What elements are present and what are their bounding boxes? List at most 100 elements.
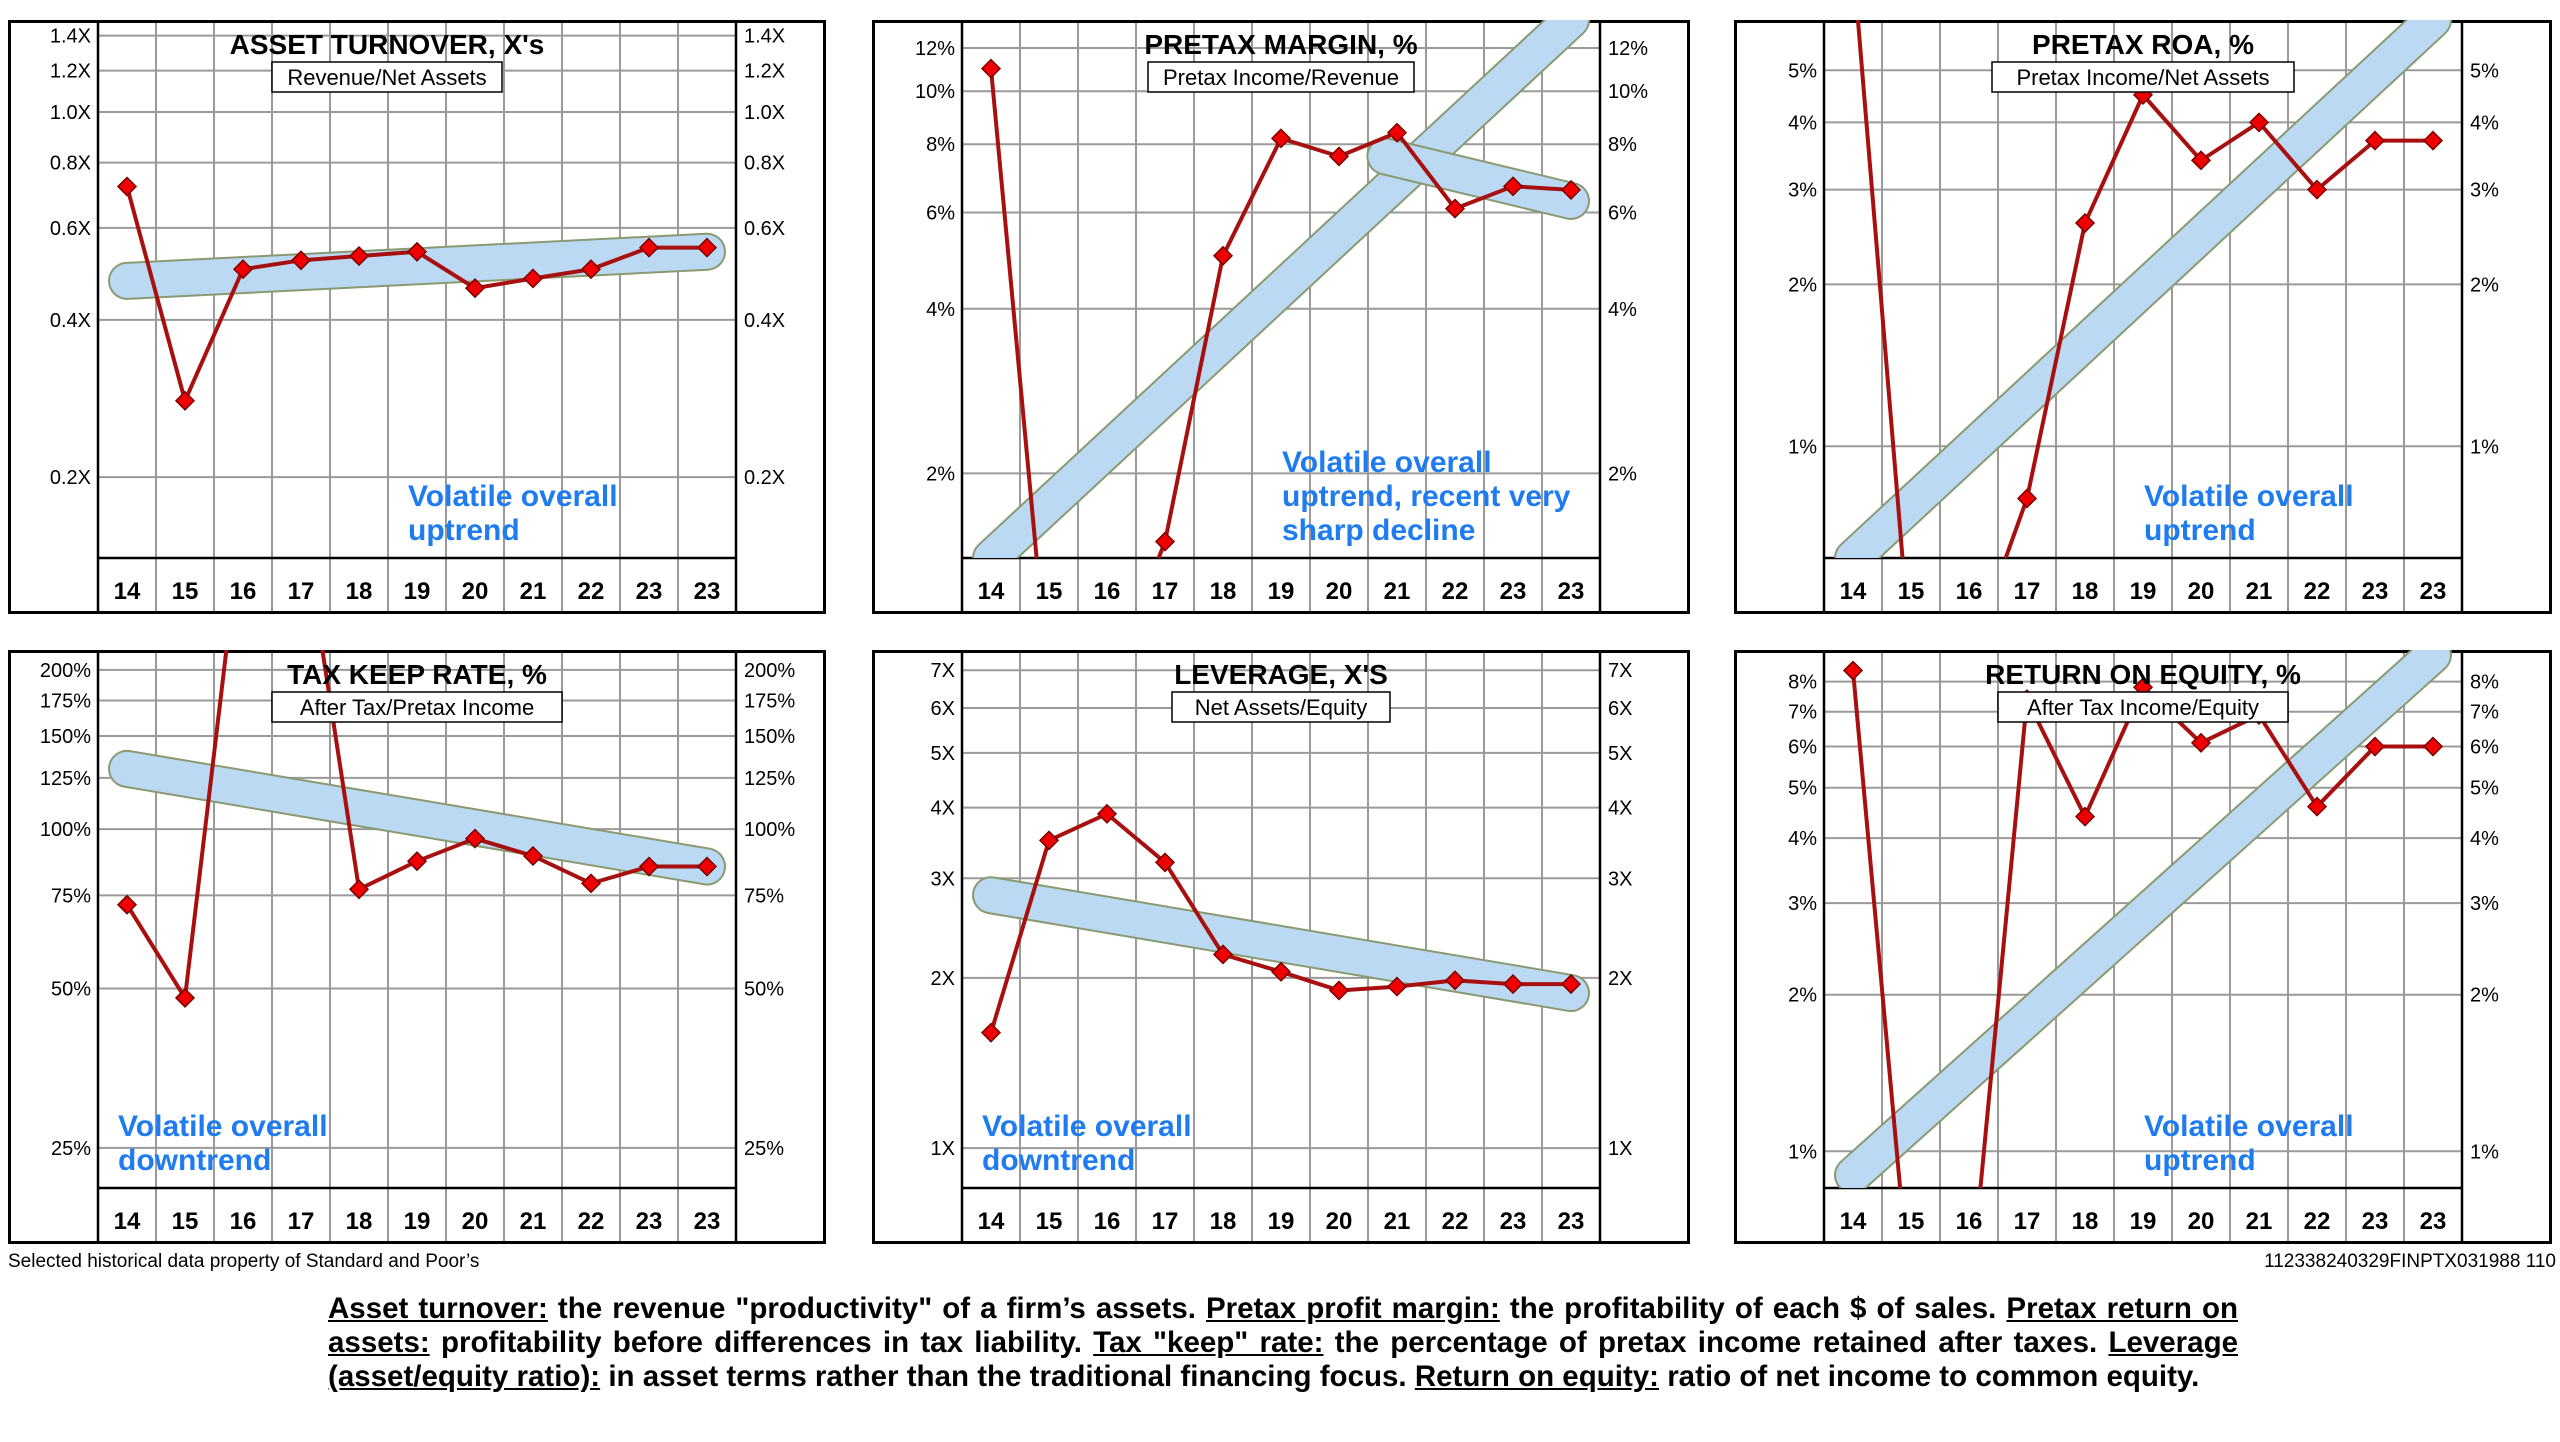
x-tick-label: 19 <box>2130 578 2157 605</box>
y-tick-label-right: 1.4X <box>744 26 785 48</box>
y-tick-label-left: 125% <box>40 768 91 790</box>
subtitle-box <box>1171 691 1391 723</box>
pretax-margin-plot-area <box>972 20 1590 558</box>
def-asset-turnover: the revenue "productivity" of a firm’s a… <box>547 1292 1206 1325</box>
x-tick-label: 17 <box>288 1208 315 1235</box>
chart-title: TAX KEEP RATE, % <box>287 659 547 690</box>
trend-band <box>110 751 724 884</box>
y-tick-label-right: 1X <box>1608 1138 1632 1160</box>
annotation-text: Volatile overall <box>982 1110 1192 1143</box>
trend-band <box>974 878 1588 1011</box>
y-tick-label-right: 25% <box>744 1138 784 1160</box>
y-tick-label-right: 1% <box>2470 1141 2499 1163</box>
panel-frame <box>1734 650 2552 1244</box>
y-tick-label-right: 0.4X <box>744 310 785 332</box>
x-tick-label: 14 <box>978 578 1005 605</box>
pretax-roa-panel: 5% 5% 4% 4% 3% 3% 2% 2% 1% 1% 14 15 16 17 18 19 20 21 22 23… <box>1734 20 2552 614</box>
def-tax-keep: the percentage of pretax income retained… <box>1323 1326 2109 1359</box>
y-tick-label-right: 4% <box>2470 112 2499 134</box>
y-tick-label-right: 50% <box>744 979 784 1001</box>
data-point <box>1502 974 1524 995</box>
x-tick-label: 18 <box>1210 1208 1237 1235</box>
annotation-text: uptrend <box>408 514 520 547</box>
term-roe: Return on equity: <box>1414 1360 1659 1393</box>
y-tick-label-right: 175% <box>744 691 795 713</box>
y-tick-label-right: 6X <box>1608 698 1632 720</box>
term-pretax-roa: Pretax return on assets: <box>328 1292 2238 1359</box>
source-note: Selected historical data property of Sta… <box>8 1251 480 1272</box>
annotation-text: Volatile overall <box>408 480 618 513</box>
x-tick-label: 17 <box>1152 578 1179 605</box>
x-tick-label: 17 <box>2014 1208 2041 1235</box>
x-tick-label: 23 <box>694 578 721 605</box>
x-tick-label: 19 <box>404 578 431 605</box>
data-point <box>406 851 428 872</box>
y-tick-label-left: 100% <box>40 819 91 841</box>
return-on-equity-plot-area <box>1834 650 2452 1188</box>
data-point <box>1560 179 1582 200</box>
term-leverage: Leverage (asset/equity ratio): <box>328 1326 2238 1393</box>
x-tick-label: 21 <box>520 578 547 605</box>
x-tick-label: 19 <box>1268 1208 1295 1235</box>
y-tick-label-left: 3% <box>1788 893 1817 915</box>
data-point <box>174 987 196 1008</box>
data-point <box>1328 980 1350 1001</box>
data-point <box>348 245 370 267</box>
annotation-text: uptrend <box>2144 514 2256 547</box>
x-tick-label: 17 <box>2014 578 2041 605</box>
asset-turnover-plot-area <box>108 176 726 411</box>
term-tax-keep: Tax "keep" rate: <box>1093 1326 1324 1359</box>
leverage-panel: 7X 7X 6X 6X 5X 5X 4X 4X 3X 3X 2X 2X 1X 1X 14 15 16 17 18 19… <box>872 650 1690 1244</box>
data-point <box>348 879 370 900</box>
x-tick-label: 23 <box>694 1208 721 1235</box>
y-tick-label-left: 150% <box>40 726 91 748</box>
y-tick-label-left: 0.2X <box>50 467 91 489</box>
panel-frame <box>872 650 1690 1244</box>
x-tick-label: 23 <box>636 578 663 605</box>
y-tick-label-left: 75% <box>51 885 91 907</box>
y-tick-label-right: 100% <box>744 819 795 841</box>
chart-grid: 1.4X 1.4X 1.2X 1.2X 1.0X 1.0X 0.8X 0.8X 0.6X 0.6X… <box>8 20 2552 1244</box>
y-tick-label-right: 2% <box>2470 274 2499 296</box>
def-pretax-roa: profitability before differences in tax … <box>429 1326 1094 1359</box>
x-tick-label: 22 <box>578 1208 605 1235</box>
y-tick-label-left: 0.4X <box>50 310 91 332</box>
trend-band-recent <box>1368 139 1588 218</box>
chart-subtitle: Pretax Income/Revenue <box>1163 65 1399 90</box>
data-point <box>2364 130 2386 151</box>
data-point <box>696 856 718 877</box>
data-point <box>1842 660 1864 681</box>
y-tick-label-right: 6% <box>1608 203 1637 225</box>
data-point <box>1560 974 1582 995</box>
data-point <box>116 176 138 197</box>
x-tick-label: 16 <box>230 578 257 605</box>
y-tick-label-right: 200% <box>744 660 795 682</box>
data-point <box>2364 736 2386 757</box>
chart-title: RETURN ON EQUITY, % <box>1985 659 2301 690</box>
x-tick-label: 23 <box>1558 578 1585 605</box>
tax-keep-rate-panel: 200% 200% 175% 175% 150% 150% 125% 125% 100% 100%… <box>8 650 826 1244</box>
return-on-equity-panel: 8% 8% 7% 7% 6% 6% 5% 5% 4% 4% 3% 3% 2% 2% 1% 1% 14 15 16 17… <box>1734 650 2552 1244</box>
data-point <box>1270 961 1292 982</box>
data-point <box>1444 198 1466 219</box>
x-tick-label: 16 <box>1094 578 1121 605</box>
annotation-text: uptrend <box>2144 1144 2256 1177</box>
x-tick-label: 19 <box>2130 1208 2157 1235</box>
trend-band <box>1836 20 2450 558</box>
data-point <box>406 241 428 262</box>
data-point <box>580 259 602 280</box>
y-tick-label-right: 8% <box>2470 672 2499 694</box>
y-tick-label-left: 3X <box>931 868 955 890</box>
x-tick-label: 15 <box>1036 1208 1063 1235</box>
chart-title: PRETAX ROA, % <box>2032 29 2254 60</box>
y-tick-label-right: 7X <box>1608 660 1632 682</box>
y-tick-label-left: 12% <box>915 38 955 60</box>
x-tick-label: 17 <box>1152 1208 1179 1235</box>
y-tick-label-left: 4X <box>931 798 955 820</box>
chart-subtitle: After Tax/Pretax Income <box>300 695 534 720</box>
chart-subtitle: Pretax Income/Net Assets <box>2016 65 2269 90</box>
data-point <box>1212 245 1234 266</box>
y-tick-label-right: 2% <box>1608 463 1637 485</box>
data-point <box>980 58 1002 79</box>
x-tick-label: 18 <box>1210 578 1237 605</box>
